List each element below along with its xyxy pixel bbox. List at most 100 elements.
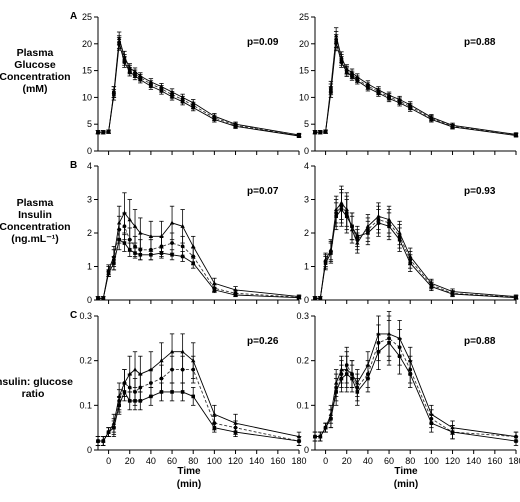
y-tick-label: 5 xyxy=(304,119,309,129)
chart-panel: 0 0.1 0.2 0.3 0 20 40 60 80 100 120 140 160 180 p=0.88 xyxy=(296,311,520,466)
data-point xyxy=(212,117,217,122)
y-tick-label: 0.2 xyxy=(296,356,309,366)
data-point xyxy=(149,84,153,88)
data-point xyxy=(297,295,301,300)
row-label-line: Concentration xyxy=(0,221,71,233)
data-point xyxy=(323,425,328,430)
data-point xyxy=(313,296,317,301)
data-series xyxy=(95,382,302,446)
data-point xyxy=(376,221,381,225)
row-label-line: Plasma xyxy=(17,197,54,209)
data-point xyxy=(180,223,185,228)
data-point xyxy=(133,399,137,403)
data-point xyxy=(169,220,175,225)
x-axis-title-left: Time (min) xyxy=(177,466,201,490)
data-series xyxy=(312,315,519,442)
data-point xyxy=(159,390,164,394)
y-tick-label: 20 xyxy=(82,39,92,49)
data-point xyxy=(318,434,323,439)
y-tick-label: 1 xyxy=(304,262,309,272)
data-point xyxy=(212,425,217,430)
row-label-glucose: Plasma Glucose Concentration (mM) xyxy=(0,47,71,95)
series-line xyxy=(315,208,517,299)
row-label-line: Glucose xyxy=(14,59,56,71)
data-point xyxy=(106,271,111,275)
y-tick-label: 0 xyxy=(304,146,309,156)
data-point xyxy=(170,95,174,99)
data-point xyxy=(159,233,164,238)
row-label-line: Insulin xyxy=(18,209,52,221)
data-point xyxy=(318,296,323,301)
data-point xyxy=(233,430,238,434)
x-tick-label: 120 xyxy=(445,456,460,466)
data-series xyxy=(95,333,302,446)
data-point xyxy=(387,341,391,345)
data-point xyxy=(117,403,121,408)
y-tick-label: 0 xyxy=(87,146,92,156)
data-point xyxy=(191,254,196,259)
data-point xyxy=(450,292,455,296)
data-point xyxy=(180,254,185,259)
data-point xyxy=(387,96,391,101)
y-tick-label: 0.2 xyxy=(79,356,92,366)
data-point xyxy=(191,261,196,265)
data-point xyxy=(323,129,328,134)
y-tick-label: 1 xyxy=(87,262,92,272)
data-point xyxy=(117,42,121,46)
data-point xyxy=(180,99,185,104)
data-point xyxy=(122,390,127,394)
data-series xyxy=(312,320,519,446)
series-line xyxy=(98,225,300,299)
x-tick-label: 0 xyxy=(323,456,328,466)
data-point xyxy=(313,434,317,439)
chart-panel: 0 1 2 3 4Bp=0.07 xyxy=(70,160,302,305)
data-point xyxy=(169,349,175,354)
data-point xyxy=(376,91,381,95)
row-label-ratio: Insulin: glucose ratio xyxy=(0,376,73,400)
data-point xyxy=(397,237,402,242)
data-point xyxy=(366,376,370,381)
data-point xyxy=(170,390,174,394)
data-point xyxy=(127,217,132,222)
data-point xyxy=(159,376,164,381)
data-point xyxy=(366,231,370,235)
data-point xyxy=(96,296,100,301)
panel-letter: A xyxy=(70,11,77,22)
data-point xyxy=(334,40,338,45)
data-point xyxy=(159,358,164,363)
data-point xyxy=(313,130,317,135)
data-point xyxy=(106,129,111,134)
data-point xyxy=(339,376,344,381)
data-point xyxy=(323,261,328,265)
x-axis-title-right: Time (min) xyxy=(394,466,418,490)
data-point xyxy=(233,124,238,129)
y-tick-label: 0 xyxy=(304,295,309,305)
data-point xyxy=(180,244,185,249)
data-point xyxy=(350,74,354,79)
y-tick-label: 10 xyxy=(82,92,92,102)
series-line xyxy=(315,35,517,135)
data-point xyxy=(297,134,301,138)
chart-panel: 0 5 10 15 20 25 p=0.88 xyxy=(299,12,519,156)
p-value-label: p=0.07 xyxy=(247,186,279,197)
y-tick-label: 25 xyxy=(299,12,309,22)
data-point xyxy=(112,425,116,430)
data-point xyxy=(170,252,174,257)
row-label-insulin: Plasma Insulin Concentration (ng.mL⁻¹) xyxy=(0,197,71,245)
data-point xyxy=(233,293,238,297)
row-label-line: Plasma xyxy=(17,47,54,59)
x-tick-label: 180 xyxy=(508,456,520,466)
series-line xyxy=(315,39,517,136)
data-point xyxy=(408,372,413,376)
x-tick-label: 100 xyxy=(207,456,222,466)
data-point xyxy=(397,100,402,105)
y-tick-label: 0.1 xyxy=(296,400,309,410)
data-point xyxy=(387,224,391,229)
data-point xyxy=(212,280,217,285)
data-point xyxy=(191,367,196,372)
row-label-line: (ng.mL⁻¹) xyxy=(11,233,59,245)
data-point xyxy=(122,241,127,245)
data-point xyxy=(170,367,174,372)
x-tick-label: 140 xyxy=(466,456,481,466)
chart-panels: 0510152025Ap=0.090510152025p=0.8801234Bp… xyxy=(70,11,520,466)
